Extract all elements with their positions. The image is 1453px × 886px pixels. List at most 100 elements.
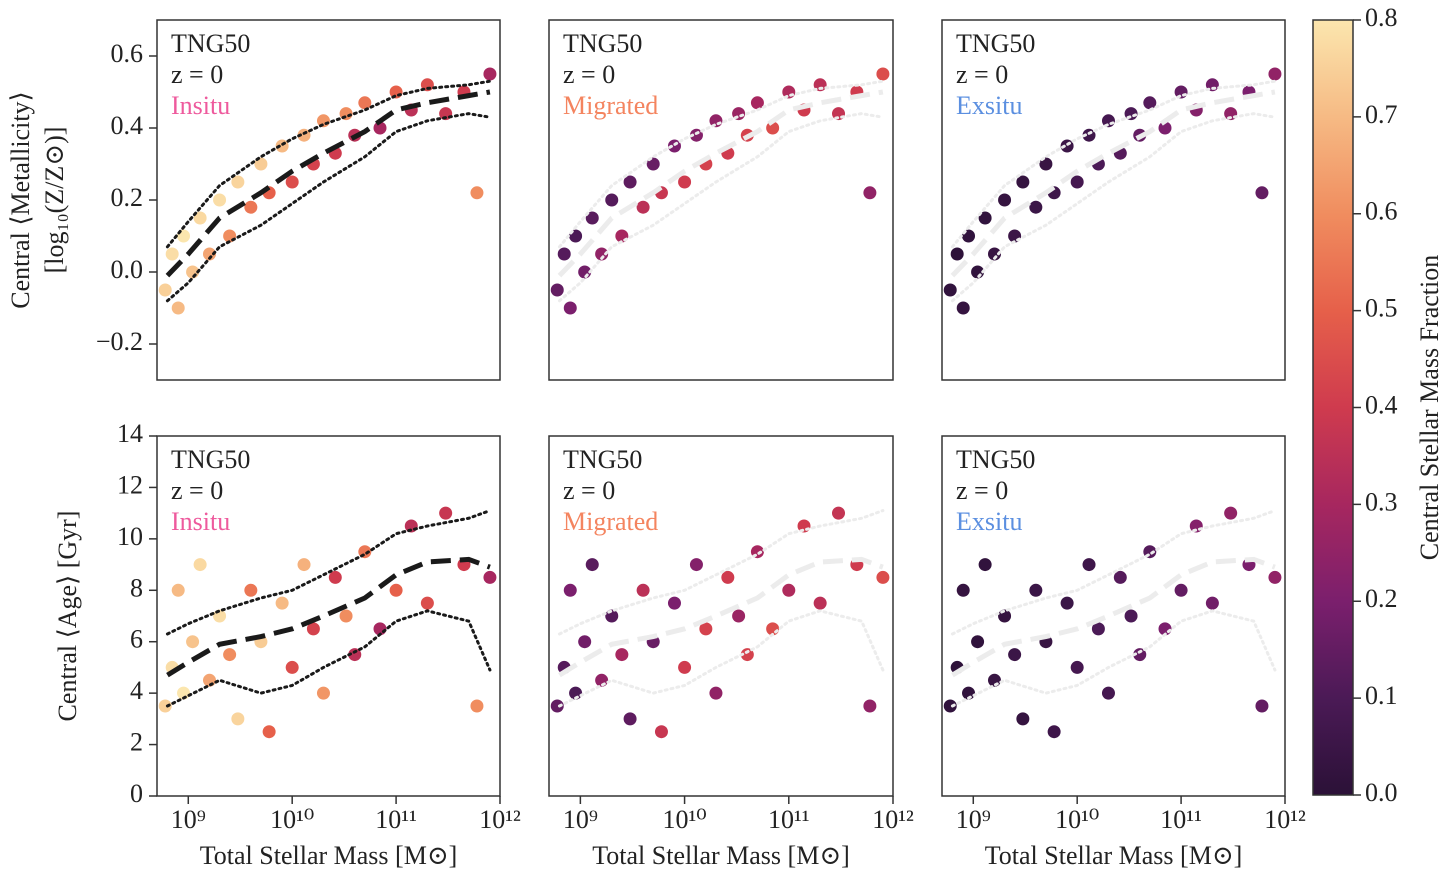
point: [1016, 175, 1030, 189]
point: [328, 570, 342, 584]
point: [244, 583, 258, 597]
annotation: Exsitu: [956, 507, 1022, 536]
point: [1268, 570, 1282, 584]
percentile-line: [950, 609, 1277, 708]
colorbar-tick-label: 0.4: [1365, 390, 1398, 419]
panel: [158, 506, 497, 739]
percentile-line: [557, 112, 885, 303]
point: [316, 686, 330, 700]
point: [636, 583, 650, 597]
point: [1205, 596, 1219, 610]
annotation: TNG50: [171, 445, 250, 474]
point: [585, 211, 599, 225]
point: [950, 247, 964, 261]
point: [569, 686, 583, 700]
y-tick-label: 2: [130, 728, 143, 757]
point: [978, 211, 992, 225]
point: [262, 725, 276, 739]
point: [193, 558, 207, 572]
point: [636, 200, 650, 214]
point: [470, 186, 484, 200]
point: [483, 67, 497, 81]
annotation: TNG50: [171, 29, 250, 58]
point: [1082, 558, 1096, 572]
point: [213, 193, 227, 207]
y-tick-label: 6: [130, 625, 143, 654]
y-tick-label: 0.6: [111, 39, 144, 68]
point: [193, 211, 207, 225]
annotation: Migrated: [563, 91, 658, 120]
point: [171, 583, 185, 597]
point: [1016, 712, 1030, 726]
point: [1143, 96, 1157, 110]
median-line: [558, 556, 884, 678]
panel: [550, 67, 890, 315]
point: [623, 175, 637, 189]
colorbar-tick-label: 0.8: [1365, 3, 1398, 32]
y-tick-label: 4: [130, 676, 143, 705]
percentile-line: [950, 79, 1277, 249]
x-axis-label: Total Stellar Mass [M⊙]: [200, 841, 458, 870]
point: [275, 596, 289, 610]
annotation: z = 0: [563, 60, 615, 89]
point: [978, 558, 992, 572]
point: [358, 96, 372, 110]
point: [1008, 648, 1022, 662]
point: [721, 570, 735, 584]
point: [483, 570, 497, 584]
x-axis-label: Total Stellar Mass [M⊙]: [985, 841, 1243, 870]
x-tick-label: 10¹²: [1264, 805, 1306, 834]
y-tick-label: 0.0: [111, 255, 144, 284]
point: [306, 622, 320, 636]
y-tick-label: 0: [130, 779, 143, 808]
x-tick-label: 10¹⁰: [270, 805, 314, 834]
y-tick-label: 0.4: [111, 111, 144, 140]
percentile-line: [950, 112, 1277, 303]
point: [623, 712, 637, 726]
median-line: [165, 89, 491, 278]
annotation: TNG50: [563, 29, 642, 58]
point: [202, 247, 216, 261]
x-tick-label: 10¹⁰: [662, 805, 706, 834]
point: [389, 583, 403, 597]
x-tick-label: 10⁹: [171, 805, 206, 834]
percentile-line: [557, 609, 885, 708]
percentile-line: [165, 509, 492, 636]
median-line: [557, 89, 884, 278]
point: [956, 301, 970, 315]
median-line: [950, 89, 1276, 278]
point: [165, 247, 179, 261]
annotation: TNG50: [956, 445, 1035, 474]
point: [231, 175, 245, 189]
point: [782, 583, 796, 597]
percentile-line: [165, 609, 492, 708]
point: [1070, 660, 1084, 674]
percentile-line: [165, 112, 492, 303]
panel: [943, 506, 1282, 739]
point: [863, 186, 877, 200]
point: [1124, 609, 1138, 623]
annotation: TNG50: [563, 445, 642, 474]
point: [750, 96, 764, 110]
point: [578, 635, 592, 649]
point: [943, 283, 957, 297]
point: [709, 686, 723, 700]
point: [297, 558, 311, 572]
point: [1255, 699, 1269, 713]
y-tick-label: 12: [117, 470, 143, 499]
point: [605, 193, 619, 207]
percentile-line: [557, 79, 885, 249]
point: [1174, 583, 1188, 597]
point: [231, 712, 245, 726]
point: [699, 622, 713, 636]
point: [1113, 570, 1127, 584]
colorbar-tick-label: 0.3: [1365, 487, 1398, 516]
plot-frame: [941, 435, 1286, 797]
point: [956, 583, 970, 597]
point: [563, 583, 577, 597]
x-tick-label: 10⁹: [956, 805, 991, 834]
point: [1224, 506, 1238, 520]
colorbar-tick-label: 0.5: [1365, 294, 1398, 323]
point: [987, 247, 1001, 261]
point: [998, 193, 1012, 207]
